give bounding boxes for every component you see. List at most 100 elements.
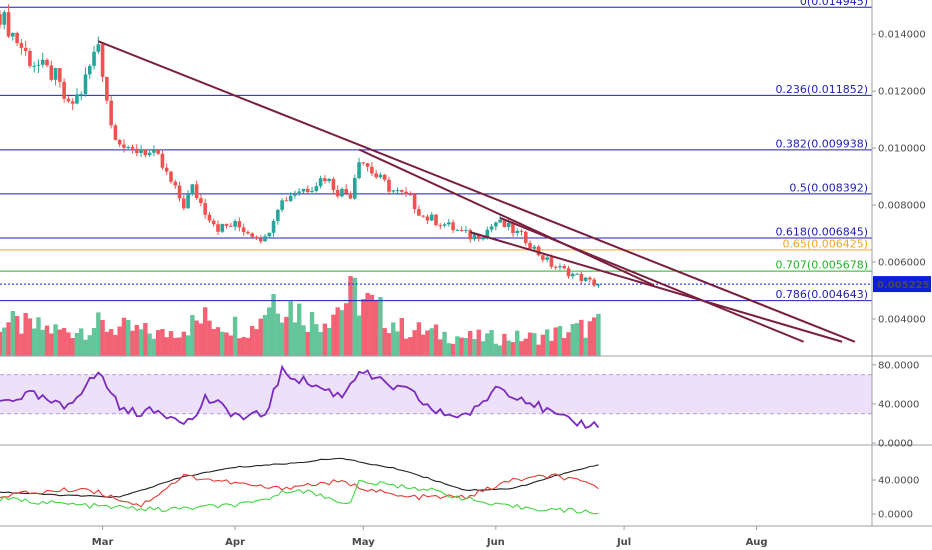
y-tick-label: 0.008000 bbox=[878, 201, 926, 212]
y-tick-label: 0.014000 bbox=[878, 30, 926, 41]
volume-bar bbox=[472, 339, 477, 356]
volume-bar bbox=[168, 331, 174, 356]
volume-bar bbox=[130, 330, 135, 356]
candle-body bbox=[404, 191, 408, 195]
candle-body bbox=[186, 194, 190, 209]
candle-body bbox=[365, 163, 370, 167]
volume-bar bbox=[497, 345, 503, 356]
candle-body bbox=[417, 209, 421, 216]
volume-bar bbox=[596, 313, 601, 356]
candle-body bbox=[194, 184, 199, 199]
price-panel[interactable]: 0(0.014945) 0.236(0.011852) 0.382(0.009938… bbox=[0, 0, 932, 357]
candle-body bbox=[378, 174, 383, 178]
volume-bar bbox=[228, 335, 234, 356]
candle-body bbox=[160, 153, 165, 168]
volume-bar bbox=[53, 324, 58, 356]
volume-bar bbox=[339, 310, 345, 356]
candle-body bbox=[169, 171, 173, 182]
candle-body bbox=[472, 234, 477, 240]
candle-body bbox=[476, 234, 481, 239]
candle-body bbox=[109, 100, 113, 126]
volume-bar bbox=[254, 329, 259, 356]
volume-bar bbox=[143, 323, 148, 356]
candle-body bbox=[515, 230, 520, 234]
candle-body bbox=[216, 224, 220, 232]
candle-body bbox=[357, 162, 361, 179]
volume-bar bbox=[373, 299, 379, 356]
directional-panel[interactable] bbox=[0, 457, 932, 527]
volume-bar bbox=[305, 331, 310, 356]
candle-body bbox=[258, 238, 263, 242]
candle-body bbox=[62, 81, 66, 99]
volume-bar bbox=[91, 328, 97, 356]
trendline bbox=[499, 216, 804, 343]
y-tick-label: 0.010000 bbox=[878, 144, 926, 155]
y-tick-label: 40.0000 bbox=[878, 399, 919, 410]
candle-body bbox=[494, 222, 498, 227]
oscillator-panel[interactable] bbox=[0, 364, 932, 446]
volume-bar bbox=[587, 321, 593, 356]
volume-bar bbox=[104, 331, 110, 356]
volume-bar bbox=[365, 292, 370, 356]
candle-body bbox=[523, 231, 528, 244]
candle-body bbox=[271, 220, 276, 233]
volume-bar bbox=[476, 329, 481, 356]
last-price-badge bbox=[873, 276, 931, 293]
volume-bar bbox=[438, 339, 443, 356]
candle-body bbox=[519, 230, 524, 232]
volume-bar bbox=[467, 330, 473, 356]
candle-body bbox=[481, 238, 485, 240]
candle-body bbox=[408, 194, 413, 196]
volume-bar bbox=[297, 303, 302, 356]
candle-body bbox=[241, 227, 246, 233]
volume-bar bbox=[527, 332, 533, 356]
volume-bar bbox=[544, 329, 550, 356]
volume-bar bbox=[553, 327, 558, 356]
candle-body bbox=[442, 224, 447, 226]
candle-body bbox=[11, 33, 15, 37]
volume-bar bbox=[442, 331, 447, 356]
oscillator-line bbox=[0, 364, 600, 430]
volume-bar bbox=[232, 316, 238, 356]
candle-body bbox=[412, 194, 417, 210]
volume-bar bbox=[344, 303, 349, 356]
volume-bar bbox=[275, 313, 281, 356]
candle-body bbox=[541, 255, 545, 260]
candle-body bbox=[147, 152, 152, 156]
volume-bar bbox=[211, 329, 216, 356]
y-tick-label: 0.006000 bbox=[878, 258, 926, 269]
candle-body bbox=[575, 273, 579, 275]
volume-bar bbox=[70, 337, 75, 356]
candle-body bbox=[553, 266, 558, 268]
candle-body bbox=[395, 190, 400, 192]
volume-bar bbox=[121, 317, 127, 356]
candle-body bbox=[96, 44, 101, 52]
volume-bar bbox=[532, 333, 537, 356]
candle-body bbox=[434, 214, 438, 226]
volume-bar bbox=[506, 340, 511, 356]
candle-body bbox=[280, 200, 284, 210]
x-tick-label: Jul bbox=[616, 537, 631, 548]
trendline bbox=[358, 148, 655, 287]
volume-bar bbox=[10, 311, 16, 356]
fib-level-label: 0.5(0.008392) bbox=[789, 181, 868, 194]
volume-bar bbox=[485, 333, 490, 356]
volume-bar bbox=[356, 315, 362, 356]
candle-body bbox=[87, 65, 92, 75]
volume-bar bbox=[74, 332, 80, 356]
candle-body bbox=[498, 219, 502, 223]
volume-bar bbox=[450, 343, 456, 356]
x-tick-label: Apr bbox=[225, 537, 245, 548]
volume-bar bbox=[267, 307, 272, 356]
candle-body bbox=[32, 65, 36, 67]
candle-body bbox=[327, 178, 331, 182]
candle-body bbox=[528, 243, 532, 249]
volume-bar bbox=[147, 333, 152, 356]
oscillator-band bbox=[0, 374, 872, 414]
y-tick-label: 0.0000 bbox=[878, 510, 913, 521]
candle-body bbox=[276, 209, 280, 221]
volume-bar bbox=[331, 314, 336, 356]
candle-body bbox=[6, 12, 11, 37]
candle-body bbox=[370, 166, 374, 174]
